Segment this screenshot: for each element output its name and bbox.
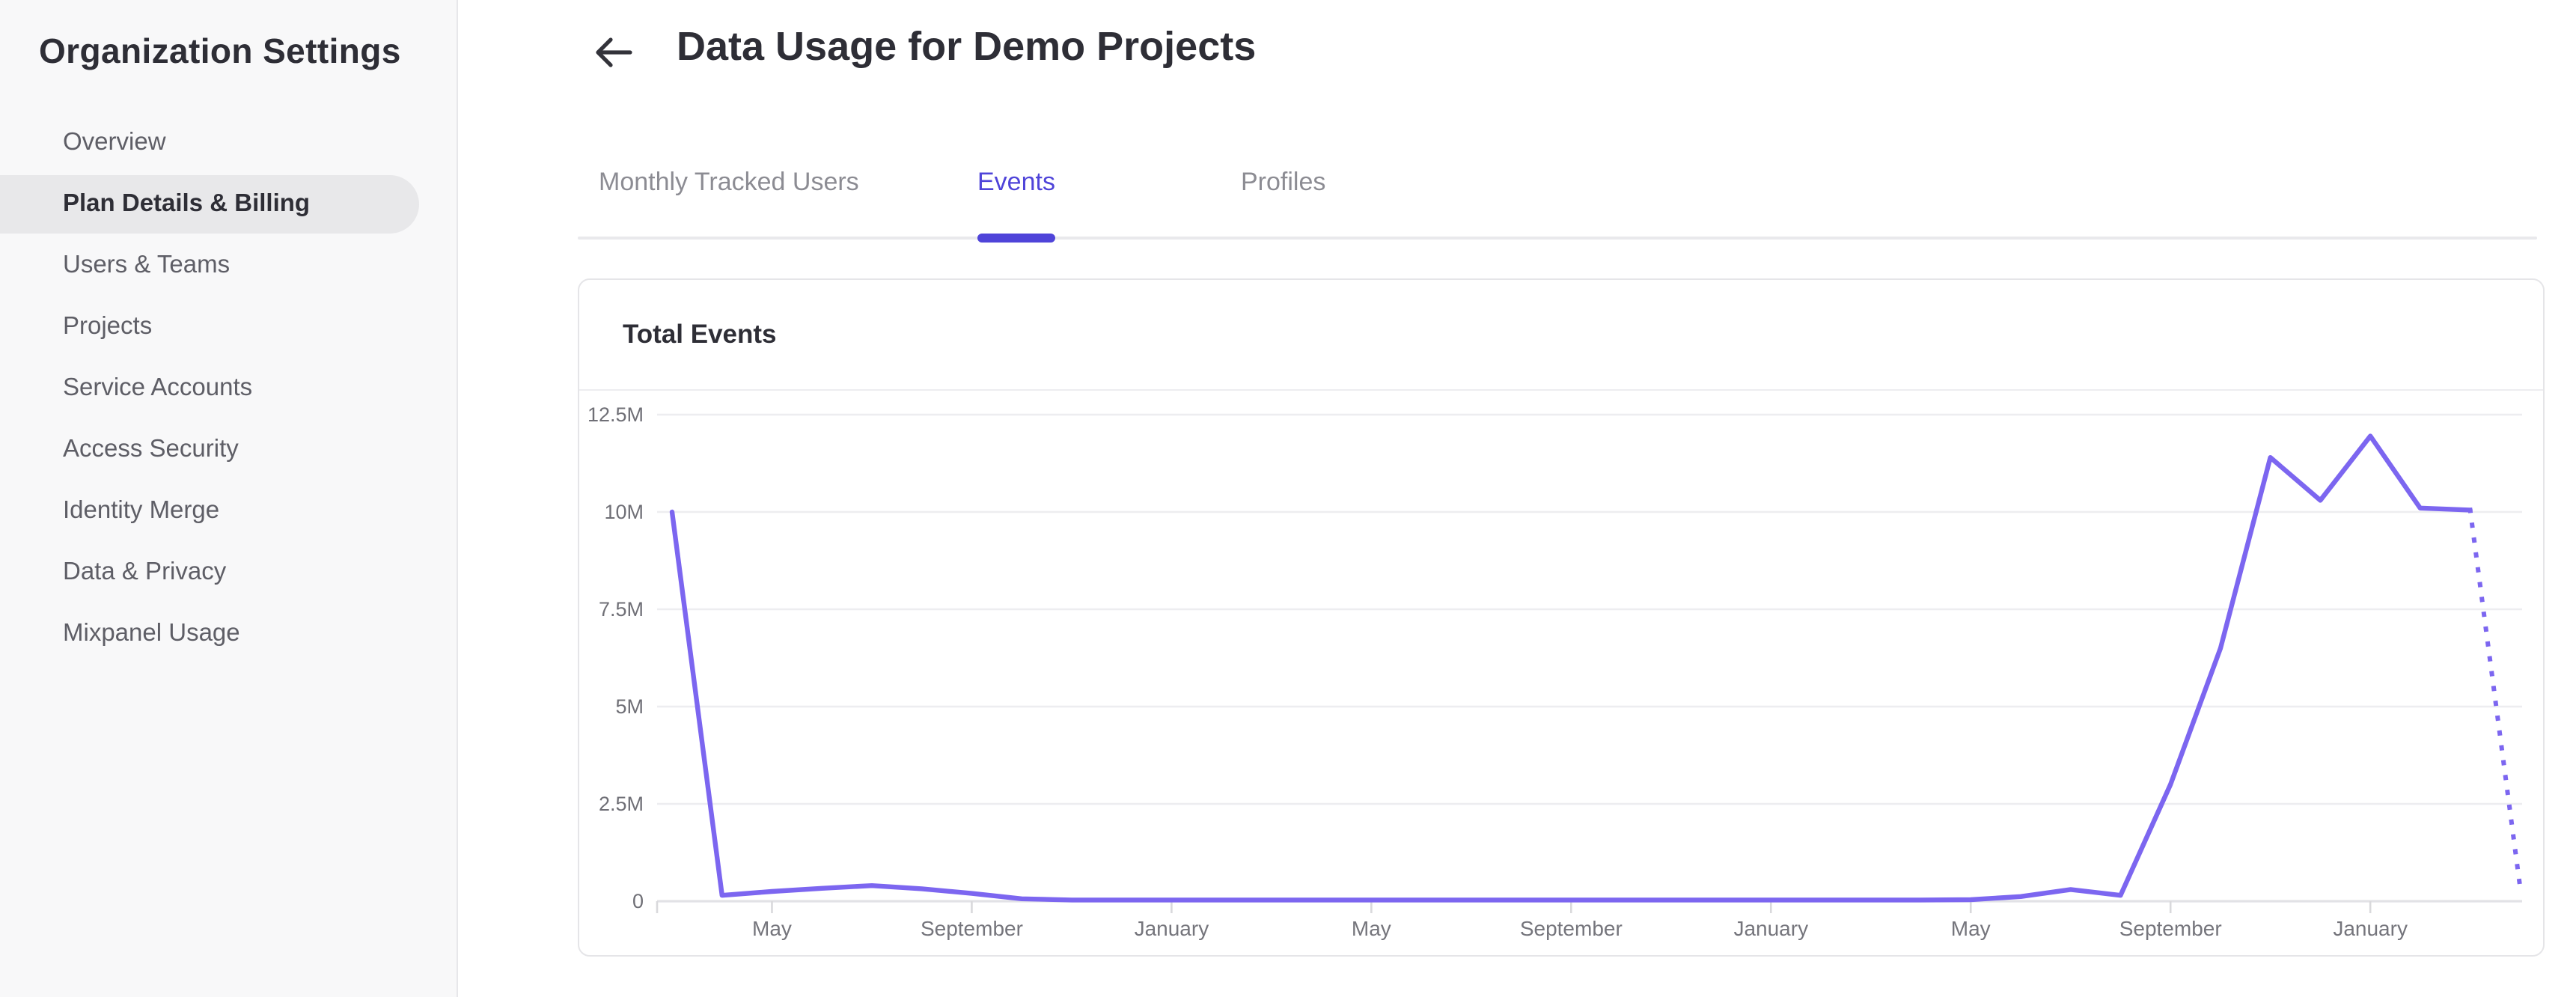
sidebar-item-access-security[interactable]: Access Security <box>63 436 239 463</box>
x-tick-label: January <box>1135 917 1209 940</box>
y-tick-label: 5M <box>615 695 644 718</box>
y-axis-labels: 0 2.5M 5M 7.5M 10M 12.5M <box>587 403 644 912</box>
sidebar-title: Organization Settings <box>39 31 401 70</box>
events-series-line <box>669 433 2473 903</box>
sidebar-item-overview[interactable]: Overview <box>63 129 166 156</box>
arrow-left-icon <box>590 37 638 78</box>
active-tab-underline <box>977 234 1055 243</box>
y-tick-label: 0 <box>632 890 644 912</box>
x-axis-ticks <box>656 901 2372 913</box>
x-tick-label: September <box>2119 917 2222 940</box>
sidebar-item-mixpanel-usage[interactable]: Mixpanel Usage <box>63 620 240 647</box>
tab-monthly-tracked-users[interactable]: Monthly Tracked Users <box>599 168 859 196</box>
x-tick-label: September <box>1520 917 1623 940</box>
sidebar-item-service-accounts[interactable]: Service Accounts <box>63 374 253 401</box>
sidebar: Organization Settings Overview Plan Detai… <box>0 0 458 997</box>
page-title: Data Usage for Demo Projects <box>677 24 1257 69</box>
sidebar-nav: Overview Plan Details & Billing Users & Te… <box>0 111 458 666</box>
back-button[interactable] <box>590 31 638 73</box>
x-tick-label: May <box>752 917 792 940</box>
projection-dotted-line <box>2467 507 2523 891</box>
card-title: Total Events <box>623 319 777 349</box>
x-tick-label: January <box>2333 917 2408 940</box>
gridlines <box>657 413 2522 903</box>
x-tick-label: May <box>1951 917 1991 940</box>
x-tick-label: September <box>921 917 1023 940</box>
y-tick-label: 7.5M <box>599 598 644 621</box>
sidebar-item-plan-details-billing[interactable]: Plan Details & Billing <box>0 175 419 234</box>
y-tick-label: 10M <box>604 501 644 523</box>
card-header: Total Events <box>579 280 2543 391</box>
tab-profiles[interactable]: Profiles <box>1241 168 1326 196</box>
sidebar-item-identity-merge[interactable]: Identity Merge <box>63 497 220 524</box>
sidebar-item-data-privacy[interactable]: Data & Privacy <box>63 558 227 585</box>
sidebar-item-projects[interactable]: Projects <box>63 313 153 340</box>
tab-events[interactable]: Events <box>977 168 1055 196</box>
x-tick-label: January <box>1733 917 1808 940</box>
total-events-card: Total Events 0 2.5M 5M 7.5M 10M 12.5M May Septe… <box>578 278 2545 957</box>
y-tick-label: 12.5M <box>587 403 644 426</box>
tab-bar-divider <box>578 237 2537 240</box>
sidebar-item-users-teams[interactable]: Users & Teams <box>63 251 231 278</box>
x-tick-label: May <box>1352 917 1391 940</box>
y-tick-label: 2.5M <box>599 793 644 815</box>
tab-bar: Monthly Tracked Users Events Profiles <box>578 150 2537 243</box>
x-axis-labels: May September January May September January Ma… <box>752 917 2408 940</box>
